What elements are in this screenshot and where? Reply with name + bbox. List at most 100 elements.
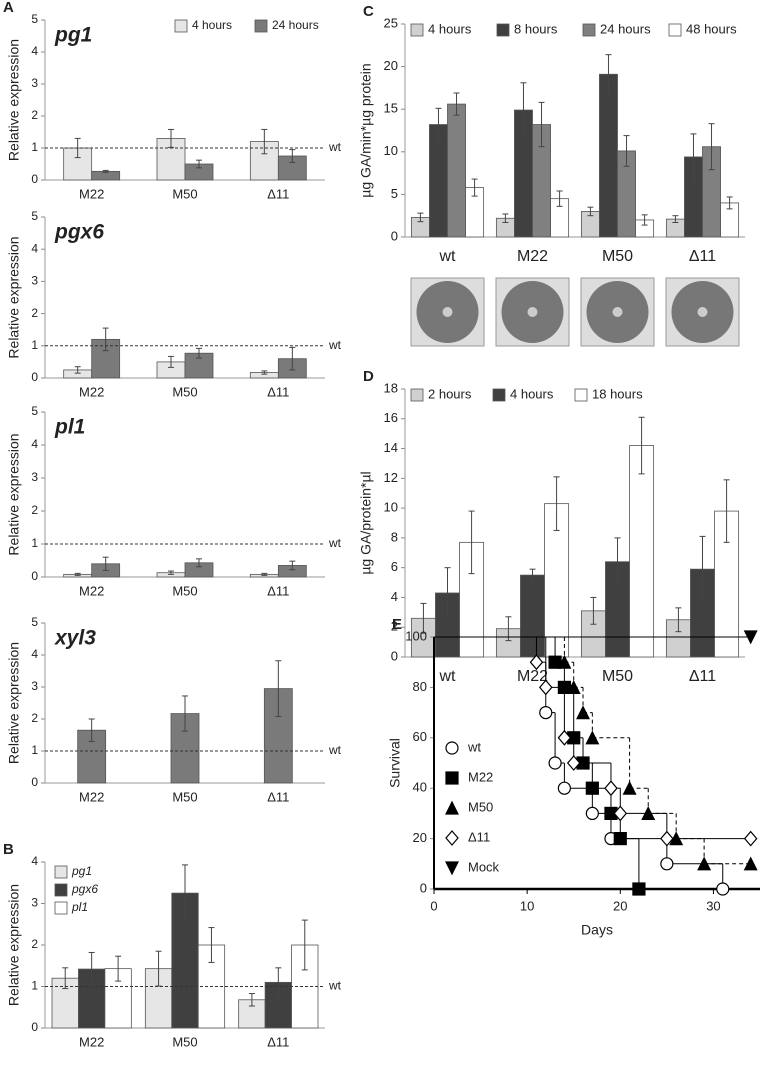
marker [641,806,656,821]
legend-label: M50 [468,799,493,814]
y-tick-label: 8 [391,529,398,544]
marker [660,830,674,847]
panel-letter: B [3,841,14,858]
x-tick-label: Δ11 [267,186,289,201]
marker [566,755,581,771]
error-bar [587,206,594,217]
y-tick-label: 2 [31,503,38,517]
x-tick-label: M50 [602,248,633,265]
error-bar [723,479,730,543]
plate-images [410,277,740,347]
x-tick-label: wt [439,248,457,265]
x-axis-label: Days [581,922,613,938]
marker [660,857,674,871]
x-tick-label: wt [439,668,457,685]
marker [585,806,599,821]
y-tick-label: 60 [413,729,427,744]
y-tick-label: 1 [31,140,38,154]
legend-marker [445,830,459,846]
y-tick-label: 5 [31,209,38,223]
x-tick-label: 10 [520,898,534,913]
error-bar [196,159,202,169]
y-tick-label: 5 [31,615,38,629]
x-tick-label: Δ11 [689,668,716,685]
y-tick-label: 3 [31,679,38,693]
y-tick-label: 20 [384,58,398,73]
error-bar [196,347,202,359]
error-bar [196,558,202,568]
error-bar [88,951,95,987]
y-tick-label: 40 [413,780,427,795]
legend-swatch [174,19,188,33]
marker [743,856,758,871]
x-tick-label: M22 [517,248,548,265]
y-tick-label: 10 [384,500,398,515]
legend-swatch [54,883,68,897]
plate-center [442,307,453,317]
panel-letter: A [3,0,14,16]
y-tick-label: 2 [31,937,38,951]
marker [585,781,599,795]
y-axis-label: µg GA/min*µg protein [358,63,374,197]
y-tick-label: 4 [31,854,38,868]
error-bar [261,572,268,576]
error-bar [690,133,697,181]
y-tick-label: 25 [384,15,398,30]
reference-label: wt [328,338,342,352]
x-tick-label: 20 [613,898,627,913]
legend-label: pl1 [71,900,88,914]
error-bar [453,92,460,116]
legend-label: wt [467,739,481,754]
error-bar [208,927,215,963]
y-axis-label: Survival [387,738,403,788]
error-bar [420,602,427,634]
x-tick-label: 30 [706,898,720,913]
error-bar [553,476,560,531]
error-bar [435,107,442,142]
error-bar [301,919,308,971]
marker [539,705,553,720]
x-tick-label: M50 [172,384,197,399]
error-bar [605,54,612,95]
y-tick-label: 3 [31,896,38,910]
marker [613,831,627,846]
y-tick-label: 16 [384,410,398,425]
marker [557,654,572,669]
panel-letter: D [363,368,374,385]
bar [629,445,655,658]
y-axis-label: Relative expression [6,433,22,555]
marker [566,680,581,695]
legend-swatch [54,901,68,915]
x-tick-label: M50 [172,1034,197,1049]
error-bar [168,128,174,148]
x-tick-label: Δ11 [689,248,716,265]
error-bar [623,135,630,167]
error-bar [289,346,296,371]
y-tick-label: 2 [391,619,398,634]
y-tick-label: 20 [413,830,427,845]
y-axis-label: Relative expression [6,236,22,358]
x-tick-label: M50 [172,583,197,598]
reference-label: wt [328,979,342,993]
error-bar [444,567,451,619]
y-tick-label: 1 [31,338,38,352]
y-tick-label: 1 [31,536,38,550]
y-axis-label: µg GA/protein*µl [358,471,374,574]
error-bar [62,967,69,990]
x-tick-label: 0 [430,898,437,913]
y-tick-label: 0 [391,228,398,243]
y-tick-label: 5 [391,186,398,201]
y-tick-label: 4 [31,44,38,58]
legend-label: 24 hours [600,21,651,36]
error-bar [275,967,282,998]
marker [557,781,572,795]
legend-label: Mock [468,859,500,874]
error-bar [726,196,733,210]
legend-label: pg1 [71,864,92,878]
marker [697,856,712,871]
reference-label: wt [328,536,342,550]
legend-label: 4 hours [428,21,472,36]
legend-marker [445,861,459,876]
plate-center [527,307,538,317]
